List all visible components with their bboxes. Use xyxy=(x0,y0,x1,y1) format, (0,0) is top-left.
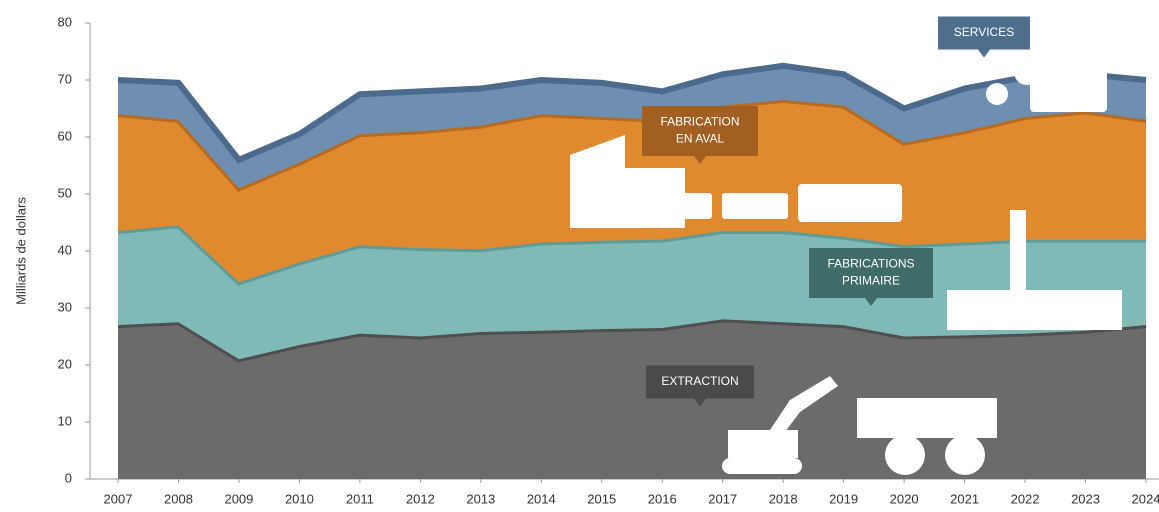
callout-text: SERVICES xyxy=(954,25,1014,39)
area-edge xyxy=(117,62,1147,164)
x-tick-label: 2020 xyxy=(890,491,919,506)
y-tick-label: 70 xyxy=(58,71,72,86)
icon xyxy=(770,376,838,432)
x-tick-label: 2023 xyxy=(1071,491,1100,506)
icon xyxy=(728,430,798,458)
icon xyxy=(798,184,902,222)
x-tick-label: 2024 xyxy=(1132,491,1159,506)
icon xyxy=(1014,59,1040,85)
x-tick-label: 2016 xyxy=(648,491,677,506)
callout-text: EXTRACTION xyxy=(661,374,738,388)
icon xyxy=(570,135,625,228)
icon xyxy=(986,83,1008,105)
icon xyxy=(857,398,997,438)
icon xyxy=(945,435,985,475)
x-tick-label: 2008 xyxy=(164,491,193,506)
callout-pointer xyxy=(694,156,706,164)
y-tick-label: 40 xyxy=(58,242,72,257)
icon xyxy=(722,193,788,219)
y-tick-label: 20 xyxy=(58,356,72,371)
callout: EXTRACTION xyxy=(646,365,754,407)
callout: SERVICES xyxy=(938,16,1030,58)
y-axis-label: Milliards de dollars xyxy=(13,197,28,305)
callout-text: EN AVAL xyxy=(676,132,725,146)
x-tick-label: 2007 xyxy=(104,491,133,506)
x-tick-label: 2011 xyxy=(346,491,374,506)
x-tick-label: 2018 xyxy=(769,491,798,506)
y-tick-label: 30 xyxy=(58,299,72,314)
y-tick-label: 80 xyxy=(58,14,72,29)
x-tick-label: 2010 xyxy=(285,491,314,506)
icon xyxy=(648,193,712,219)
icons xyxy=(570,59,1122,475)
callout-box xyxy=(646,365,754,399)
x-tick-label: 2017 xyxy=(708,491,737,506)
callout-text: FABRICATION xyxy=(660,115,739,129)
x-tick-label: 2012 xyxy=(406,491,435,506)
x-tick-label: 2015 xyxy=(587,491,616,506)
icon xyxy=(885,435,925,475)
y-tick-label: 60 xyxy=(58,128,72,143)
callout-box xyxy=(642,106,758,156)
callout-pointer xyxy=(978,49,990,58)
x-tick-label: 2014 xyxy=(527,491,556,506)
x-tick-label: 2022 xyxy=(1011,491,1040,506)
icon xyxy=(722,458,802,474)
callout-text: PRIMAIRE xyxy=(842,274,900,288)
x-tick-label: 2009 xyxy=(224,491,253,506)
callout: FABRICATIONS PRIMAIRE xyxy=(809,248,933,306)
callout-box xyxy=(809,248,933,298)
callout-box xyxy=(938,16,1030,50)
x-tick-label: 2021 xyxy=(950,491,979,506)
callout-pointer xyxy=(694,398,706,407)
y-tick-label: 50 xyxy=(58,185,72,200)
icon xyxy=(1030,62,1107,112)
y-tick-label: 10 xyxy=(58,413,72,428)
icon xyxy=(1010,210,1026,300)
x-tick-label: 2019 xyxy=(829,491,858,506)
callout-pointer xyxy=(865,298,877,306)
x-tick-label: 2013 xyxy=(466,491,495,506)
y-tick-label: 0 xyxy=(65,470,72,485)
callout-text: FABRICATIONS xyxy=(827,257,914,271)
area xyxy=(118,319,1146,479)
icon xyxy=(947,290,1122,330)
callout: FABRICATION EN AVAL xyxy=(642,106,758,164)
